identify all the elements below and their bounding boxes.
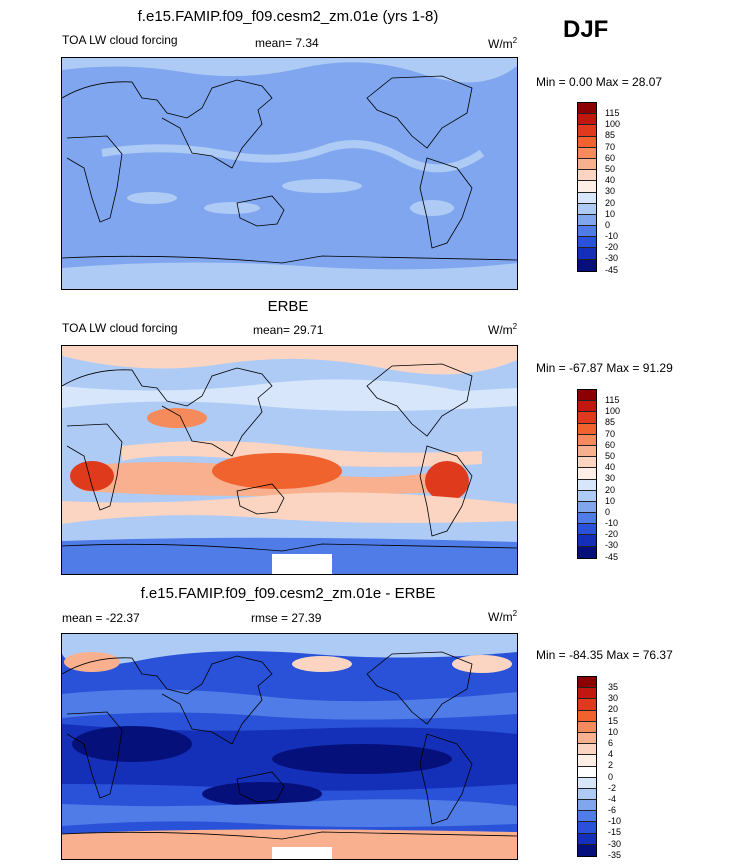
panel2-colorbar-ticks: 115 100 85 70 60 50 40 30 20 10 0 -10 -20 -30 -… — [605, 395, 620, 563]
tick: 60 — [605, 439, 616, 450]
tick: 30 — [605, 473, 616, 484]
tick: 10 — [605, 495, 616, 506]
panel1-colorbar — [577, 102, 597, 272]
tick: 50 — [605, 163, 616, 174]
panel2-units: W/m2 — [488, 322, 518, 337]
panel3-minmax: Min = -84.35 Max = 76.37 — [536, 648, 673, 662]
panel1-map — [61, 57, 518, 290]
tick: 10 — [608, 726, 619, 737]
tick: 0 — [605, 506, 611, 517]
tick: 35 — [608, 682, 619, 692]
tick: -45 — [605, 551, 619, 562]
season-label: DJF — [563, 16, 609, 43]
tick: 100 — [605, 119, 621, 130]
tick: 30 — [608, 693, 619, 704]
tick: -35 — [608, 849, 622, 860]
tick: 6 — [608, 737, 614, 748]
tick: -45 — [605, 264, 619, 275]
panel3-title: f.e15.FAMIP.f09_f09.cesm2_zm.01e - ERBE — [140, 585, 436, 602]
panel1-title: f.e15.FAMIP.f09_f09.cesm2_zm.01e (yrs 1-… — [137, 8, 439, 25]
panel1-map-field — [62, 58, 517, 289]
tick: -20 — [605, 242, 619, 253]
panel1-minmax: Min = 0.00 Max = 28.07 — [536, 75, 663, 89]
panel3-colorbar — [577, 676, 597, 857]
panel2-minmax: Min = -67.87 Max = 91.29 — [536, 361, 673, 375]
panel3-rmse-label: rmse = 27.39 — [251, 611, 322, 625]
panel2-coastlines — [62, 363, 517, 552]
tick: 4 — [608, 749, 614, 760]
tick: -6 — [608, 805, 617, 816]
tick: 40 — [605, 462, 616, 473]
panel1-units: W/m2 — [488, 36, 518, 51]
tick: 10 — [605, 208, 616, 219]
panel2-title: ERBE — [267, 298, 309, 315]
tick: 85 — [605, 417, 616, 428]
tick: -4 — [608, 793, 617, 804]
tick: -30 — [605, 540, 619, 551]
tick: 20 — [605, 197, 616, 208]
tick: 40 — [605, 175, 616, 186]
tick: 15 — [608, 715, 619, 726]
tick: 115 — [605, 108, 620, 118]
panel2-map — [61, 345, 518, 575]
tick: 85 — [605, 130, 616, 141]
tick: -2 — [608, 782, 617, 793]
tick: -20 — [605, 529, 619, 540]
tick: 100 — [605, 406, 621, 417]
tick: 50 — [605, 450, 616, 461]
tick: 0 — [608, 771, 614, 782]
tick: 2 — [608, 760, 614, 771]
panel2-left-label: TOA LW cloud forcing — [62, 321, 178, 335]
tick: 20 — [608, 704, 619, 715]
tick: -30 — [608, 838, 622, 849]
tick: 30 — [605, 186, 616, 197]
tick: 20 — [605, 484, 616, 495]
tick: -10 — [605, 231, 619, 242]
tick: 115 — [605, 395, 620, 405]
tick: -15 — [608, 827, 622, 838]
tick: -30 — [605, 253, 619, 264]
panel2-mean-label: mean= 29.71 — [253, 323, 324, 337]
panel3-mean-label: mean = -22.37 — [62, 611, 140, 625]
panel3-coastlines — [62, 651, 517, 840]
panel1-colorbar-ticks: 115 100 85 70 60 50 40 30 20 10 0 -10 -20 -30 -… — [605, 108, 620, 276]
panel3-map — [61, 633, 518, 860]
panel3-map-field — [62, 634, 517, 859]
panel2-colorbar — [577, 389, 597, 559]
tick: 60 — [605, 152, 616, 163]
tick: 70 — [605, 428, 616, 439]
panel1-mean-label: mean= 7.34 — [255, 36, 319, 50]
tick: -10 — [605, 518, 619, 529]
panel1-left-label: TOA LW cloud forcing — [62, 33, 178, 47]
tick: 70 — [605, 141, 616, 152]
panel1-coastlines — [62, 75, 517, 264]
tick: 0 — [605, 219, 611, 230]
panel2-map-field — [62, 346, 517, 574]
panel3-units: W/m2 — [488, 609, 518, 624]
tick: -10 — [608, 816, 622, 827]
